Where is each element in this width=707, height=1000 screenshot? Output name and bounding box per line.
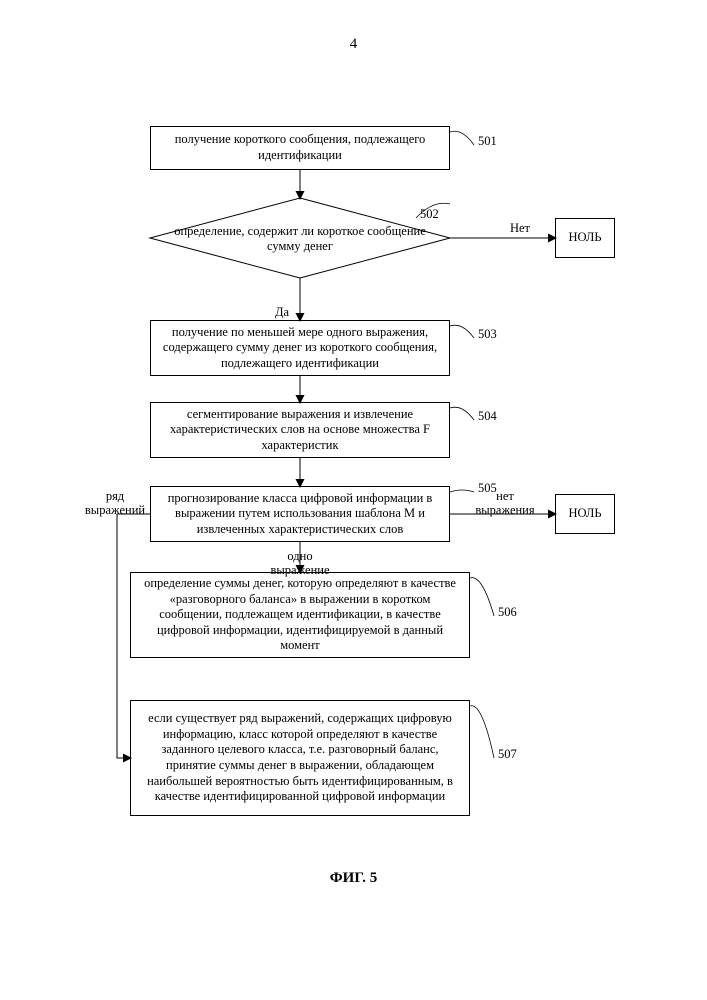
edge-label-none: нетвыражения <box>460 490 550 518</box>
svg-text:сумму денег: сумму денег <box>267 239 333 253</box>
process-504: сегментирование выражения и извлечение х… <box>150 402 450 458</box>
figure-caption: ФИГ. 5 <box>0 870 707 887</box>
ref-507: 507 <box>498 748 517 762</box>
process-507: если существует ряд выражений, содержащи… <box>130 700 470 816</box>
process-506: определение суммы денег, которую определ… <box>130 572 470 658</box>
ref-503: 503 <box>478 328 497 342</box>
svg-text:определение, содержит ли корот: определение, содержит ли короткое сообще… <box>174 224 426 238</box>
edge-label-no: Нет <box>475 222 565 236</box>
edge-label-yes: Да <box>237 306 327 320</box>
ref-502: 502 <box>420 208 439 222</box>
edge-label-many: рядвыражений <box>70 490 160 518</box>
ref-504: 504 <box>478 410 497 424</box>
ref-501: 501 <box>478 135 497 149</box>
terminal-null-2: НОЛЬ <box>555 494 615 534</box>
page-number: 4 <box>0 36 707 53</box>
process-501: получение короткого сообщения, подлежаще… <box>150 126 450 170</box>
figure-page: 4 получение короткого сообщения, подлежа… <box>0 0 707 1000</box>
ref-506: 506 <box>498 606 517 620</box>
edge-label-one: одновыражение <box>255 550 345 578</box>
process-503: получение по меньшей мере одного выражен… <box>150 320 450 376</box>
process-505: прогнозирование класса цифровой информац… <box>150 486 450 542</box>
